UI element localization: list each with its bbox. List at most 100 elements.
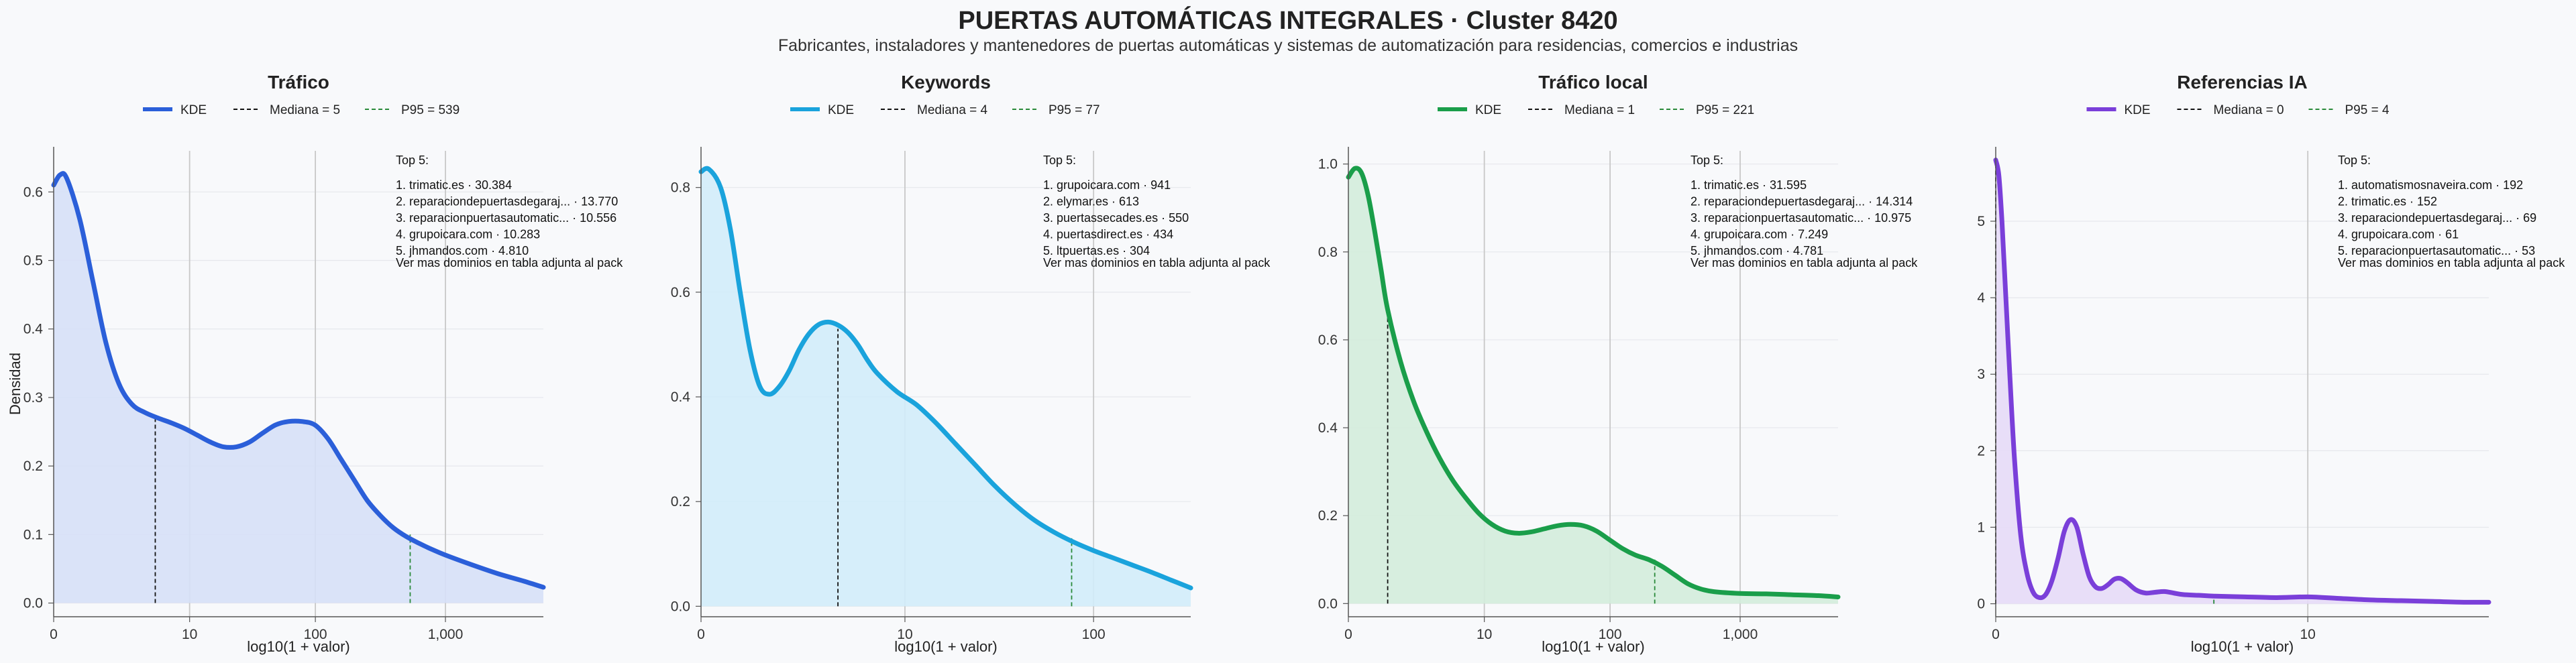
y-tick-label: 5 (1977, 214, 1985, 229)
top5-item: 2. reparaciondepuertasdegaraj... · 13.77… (396, 195, 618, 208)
y-tick-label: 4 (1977, 290, 1985, 306)
x-tick-label: 10 (2300, 627, 2316, 642)
y-tick-label: 0.1 (23, 527, 43, 542)
legend-p95-label: P95 = 539 (401, 103, 460, 117)
top5-note: Ver mas dominios en tabla adjunta al pac… (396, 256, 623, 269)
top5-note: Ver mas dominios en tabla adjunta al pac… (1690, 256, 1918, 269)
legend-kde-label: KDE (1475, 103, 1501, 117)
chart-panel-1: Tráfico KDE Mediana = 5 P95 = 539 0.0 0.1 0.2 0… (7, 72, 623, 655)
y-tick-label: 0.0 (23, 596, 43, 611)
x-tick-label: 0 (1344, 627, 1352, 642)
top5-item: 5. reparacionpuertasautomatic... · 53 (2338, 244, 2535, 257)
x-tick-label: 0 (1992, 627, 2000, 642)
top5-header: Top 5: (1043, 154, 1076, 167)
y-tick-label: 0.6 (1318, 333, 1338, 348)
legend-median-label: Mediana = 5 (270, 103, 340, 117)
legend-kde-label: KDE (180, 103, 207, 117)
y-tick-label: 0.8 (1318, 245, 1338, 260)
top5-item: 1. grupoicara.com · 941 (1043, 178, 1171, 192)
y-tick-label: 0.2 (671, 494, 690, 509)
x-tick-label: 10 (182, 627, 197, 642)
top5-item: 2. elymar.es · 613 (1043, 195, 1139, 208)
chart-panel-3: Tráfico local KDE Mediana = 1 P95 = 221 0.0 0… (1318, 72, 1918, 655)
y-tick-label: 1.0 (1318, 157, 1338, 172)
y-tick-label: 1 (1977, 520, 1985, 535)
panel-title: Referencias IA (2177, 72, 2308, 93)
x-axis-label: log10(1 + valor) (894, 638, 997, 655)
kde-line (1346, 166, 1841, 599)
legend-p95-label: P95 = 77 (1049, 103, 1100, 117)
x-tick-label: 100 (304, 627, 327, 642)
top5-item: 3. puertassecades.es · 550 (1043, 211, 1189, 225)
y-tick-label: 0.3 (23, 390, 43, 406)
top5-item: 1. trimatic.es · 31.595 (1690, 178, 1807, 192)
kde-area (54, 173, 543, 603)
x-tick-label: 0 (50, 627, 58, 642)
x-axis-label: log10(1 + valor) (2191, 638, 2294, 655)
top5-header: Top 5: (1690, 154, 1723, 167)
top5-item: 1. automatismosnaveira.com · 192 (2338, 178, 2523, 192)
y-tick-label: 0.6 (671, 285, 690, 300)
top5-item: 2. trimatic.es · 152 (2338, 195, 2437, 208)
legend-kde-label: KDE (2125, 103, 2151, 117)
top5-note: Ver mas dominios en tabla adjunta al pac… (2338, 256, 2565, 269)
top5-item: 4. grupoicara.com · 7.249 (1690, 228, 1828, 241)
chart-panel-2: Keywords KDE Mediana = 4 P95 = 77 0.0 0.2 0.4 0… (671, 72, 1271, 655)
x-axis-label: log10(1 + valor) (247, 638, 350, 655)
panel-title: Tráfico (268, 72, 329, 93)
page-subtitle: Fabricantes, instaladores y mantenedores… (777, 36, 1799, 55)
x-tick-label: 10 (897, 627, 912, 642)
x-tick-label: 0 (697, 627, 705, 642)
legend-median-label: Mediana = 0 (2214, 103, 2284, 117)
y-tick-label: 0.2 (1318, 508, 1338, 524)
top5-item: 2. reparaciondepuertasdegaraj... · 14.31… (1690, 195, 1913, 208)
x-tick-label: 10 (1477, 627, 1492, 642)
legend-p95-label: P95 = 221 (1696, 103, 1754, 117)
top5-item: 3. reparaciondepuertasdegaraj... · 69 (2338, 211, 2536, 225)
kde-line (698, 166, 1193, 591)
x-tick-label: 1,000 (1723, 627, 1758, 642)
top5-item: 1. trimatic.es · 30.384 (396, 178, 512, 192)
top5-item: 3. reparacionpuertasautomatic... · 10.97… (1690, 211, 1911, 225)
y-tick-label: 0.4 (671, 389, 691, 405)
kde-area (1348, 168, 1838, 604)
kde-line (1993, 158, 2491, 605)
y-tick-label: 0.4 (1318, 420, 1338, 436)
top5-item: 5. jhmandos.com · 4.781 (1690, 244, 1823, 257)
legend-kde-label: KDE (828, 103, 854, 117)
x-tick-label: 100 (1082, 627, 1106, 642)
panel-title: Keywords (901, 72, 991, 93)
page-title: PUERTAS AUTOMÁTICAS INTEGRALES · Cluster… (958, 7, 1618, 35)
kde-line (51, 171, 546, 590)
x-axis-label: log10(1 + valor) (1542, 638, 1644, 655)
top5-item: 4. grupoicara.com · 61 (2338, 228, 2459, 241)
top5-item: 3. reparacionpuertasautomatic... · 10.55… (396, 211, 616, 225)
y-tick-label: 3 (1977, 367, 1985, 382)
kde-area (701, 168, 1191, 607)
y-tick-label: 0.8 (671, 180, 690, 196)
top5-note: Ver mas dominios en tabla adjunta al pac… (1043, 256, 1271, 269)
y-axis-label: Densidad (7, 353, 23, 415)
y-tick-label: 0.5 (23, 253, 43, 269)
panel-title: Tráfico local (1538, 72, 1648, 93)
y-tick-label: 0.4 (23, 322, 44, 337)
top5-item: 5. jhmandos.com · 4.810 (396, 244, 529, 257)
y-tick-label: 2 (1977, 443, 1985, 459)
top5-header: Top 5: (396, 154, 429, 167)
top5-header: Top 5: (2338, 154, 2371, 167)
y-tick-label: 0.2 (23, 459, 43, 474)
y-tick-label: 0 (1977, 597, 1985, 612)
legend-median-label: Mediana = 4 (917, 103, 988, 117)
top5-item: 4. grupoicara.com · 10.283 (396, 228, 540, 241)
x-tick-label: 100 (1599, 627, 1622, 642)
kde-area (1996, 160, 2489, 604)
chart-panel-4: Referencias IA KDE Mediana = 0 P95 = 4 0 1 2 3 4… (1977, 72, 2565, 655)
legend-median-label: Mediana = 1 (1564, 103, 1635, 117)
x-tick-label: 1,000 (428, 627, 464, 642)
legend-p95-label: P95 = 4 (2345, 103, 2390, 117)
y-tick-label: 0.0 (1318, 596, 1338, 611)
y-tick-label: 0.0 (671, 599, 690, 614)
top5-item: 5. ltpuertas.es · 304 (1043, 244, 1150, 257)
y-tick-label: 0.6 (23, 184, 43, 200)
